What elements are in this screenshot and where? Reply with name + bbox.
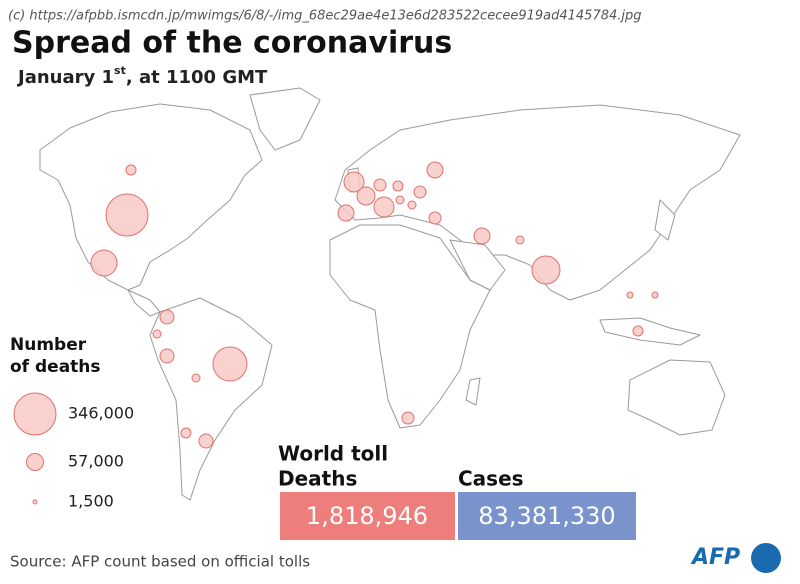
title: Spread of the coronavirus [12, 26, 452, 61]
subtitle-suffix: st [114, 64, 126, 77]
deaths-value: 1,818,946 [306, 502, 428, 530]
bubble [356, 186, 376, 206]
land [127, 289, 161, 317]
bubble [159, 309, 175, 325]
watermark: (c) https://afpbb.ismcdn.jp/mwimgs/6/8/-… [8, 9, 642, 24]
legend: 346,000 57,000 1,500 [13, 392, 134, 511]
bubble [531, 255, 561, 285]
bubble [373, 178, 387, 192]
bubble [152, 329, 162, 339]
bubble [651, 291, 659, 299]
land [465, 377, 481, 406]
legend-title: of deaths [10, 357, 101, 377]
deaths-label: Deaths [278, 467, 357, 491]
bubble [191, 373, 201, 383]
land [249, 87, 321, 151]
bubble [343, 171, 365, 193]
bubble [407, 200, 417, 210]
bubble [632, 325, 644, 337]
subtitle-date: January 1 [16, 67, 114, 88]
bubble [373, 196, 395, 218]
bubble [401, 411, 415, 425]
bubble [626, 291, 634, 299]
land [627, 359, 726, 436]
legend-title: Number [10, 335, 87, 355]
bubble [515, 235, 525, 245]
bubble [212, 346, 248, 382]
bubble [426, 161, 444, 179]
bubble [413, 185, 427, 199]
land [334, 104, 741, 301]
bubble [473, 227, 491, 245]
world-map [39, 87, 741, 501]
source: Source: AFP count based on official toll… [10, 553, 310, 571]
bubble [337, 204, 355, 222]
cases-box [458, 492, 636, 540]
bubble [392, 180, 404, 192]
land [39, 103, 263, 291]
land [654, 199, 676, 241]
deaths-box [280, 492, 455, 540]
subtitle-rest: , at 1100 GMT [126, 67, 268, 88]
land [149, 297, 273, 501]
bubble [395, 195, 405, 205]
bubble [105, 193, 149, 237]
bubble [125, 164, 137, 176]
death-bubbles [90, 161, 659, 449]
logo-mark [751, 543, 781, 573]
bubble [90, 249, 118, 277]
land [329, 224, 491, 429]
bubble [428, 211, 442, 225]
legend-label: 346,000 [68, 404, 134, 423]
land [599, 317, 701, 346]
legend-label: 57,000 [68, 452, 124, 471]
legend-bubble [13, 392, 57, 436]
legend-label: 1,500 [68, 492, 114, 511]
cases-label: Cases [458, 467, 524, 491]
bubble [180, 427, 192, 439]
legend-bubble [25, 452, 45, 472]
legend-bubble [32, 499, 38, 505]
toll-title: World toll [278, 442, 388, 466]
bubble [198, 433, 214, 449]
logo: AFP [690, 545, 740, 570]
subtitle: January 1st, at 1100 GMT [16, 64, 268, 88]
land [449, 239, 506, 291]
cases-value: 83,381,330 [478, 502, 615, 530]
bubble [159, 348, 175, 364]
